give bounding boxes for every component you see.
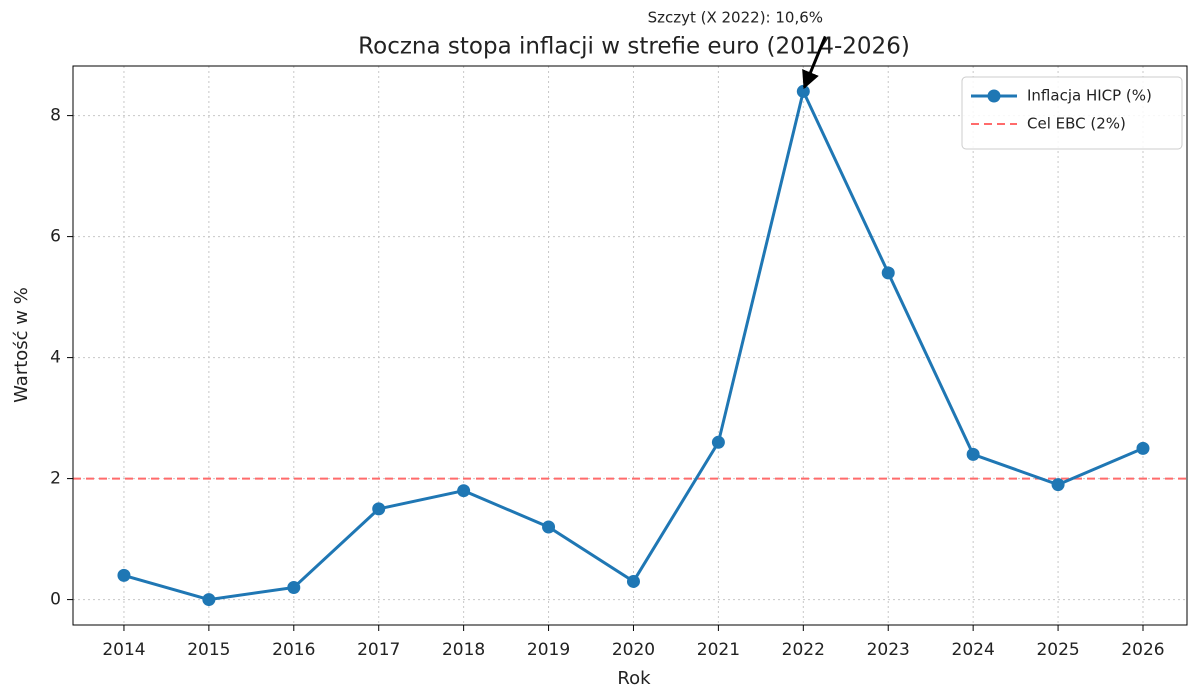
data-point: [117, 568, 131, 582]
x-tick-label: 2026: [1121, 640, 1164, 660]
x-tick-label: 2016: [272, 640, 315, 660]
y-tick-label: 8: [50, 106, 61, 126]
data-point: [1051, 478, 1065, 492]
x-tick-label: 2025: [1036, 640, 1079, 660]
legend-swatch: [987, 89, 1001, 103]
y-tick-label: 0: [50, 590, 61, 610]
x-tick-label: 2018: [442, 640, 485, 660]
data-point: [881, 266, 895, 280]
legend-label: Cel EBC (2%): [1027, 115, 1126, 133]
data-point: [457, 484, 471, 498]
x-tick-label: 2015: [187, 640, 230, 660]
data-point: [202, 593, 216, 607]
y-tick-label: 6: [50, 227, 61, 247]
data-point: [1136, 441, 1150, 455]
plot-frame: [72, 65, 1188, 626]
data-point: [626, 574, 640, 588]
y-tick-label: 4: [50, 348, 61, 368]
data-point: [711, 435, 725, 449]
x-tick-label: 2014: [102, 640, 145, 660]
annotation-text: Szczyt (X 2022): 10,6%: [648, 9, 823, 27]
x-tick-label: 2017: [357, 640, 400, 660]
x-tick-label: 2019: [527, 640, 570, 660]
data-point: [966, 447, 980, 461]
x-tick-label: 2021: [697, 640, 740, 660]
data-point: [542, 520, 556, 534]
legend-label: Inflacja HICP (%): [1027, 87, 1152, 105]
chart-title: Roczna stopa inflacji w strefie euro (20…: [358, 34, 910, 60]
x-tick-label: 2024: [952, 640, 995, 660]
x-tick-label: 2023: [867, 640, 910, 660]
data-point: [372, 502, 386, 516]
y-tick-label: 2: [50, 469, 61, 489]
x-tick-label: 2022: [782, 640, 825, 660]
x-tick-label: 2020: [612, 640, 655, 660]
legend: Inflacja HICP (%) Cel EBC (2%): [961, 76, 1183, 150]
x-axis-label: Rok: [617, 668, 651, 689]
annotation-arrow: [802, 35, 827, 90]
data-point: [287, 580, 301, 594]
y-axis-label: Wartość w %: [11, 287, 32, 403]
